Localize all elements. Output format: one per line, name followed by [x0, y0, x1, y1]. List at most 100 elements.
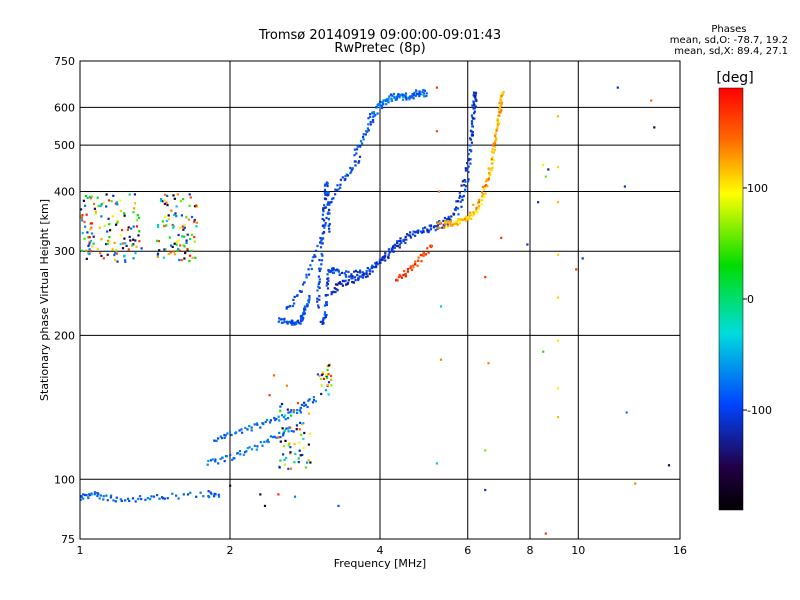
data-point	[467, 153, 470, 156]
data-point	[161, 200, 164, 203]
data-point	[99, 252, 102, 255]
data-point	[337, 269, 340, 272]
data-point	[353, 270, 356, 273]
data-point	[189, 237, 192, 241]
data-point	[485, 184, 488, 187]
data-point	[137, 216, 141, 219]
data-point	[354, 279, 357, 282]
data-point	[256, 423, 259, 426]
data-point	[318, 375, 321, 378]
data-point	[303, 305, 307, 308]
data-point	[126, 497, 130, 500]
data-point	[499, 104, 502, 107]
data-point	[286, 322, 289, 325]
x-tick-label: 1	[77, 544, 84, 557]
data-point	[193, 218, 196, 222]
data-point	[272, 374, 276, 377]
data-point	[128, 193, 131, 196]
data-point	[401, 93, 404, 96]
data-point	[340, 271, 344, 274]
data-point	[476, 211, 479, 214]
data-point	[178, 249, 181, 252]
data-point	[238, 450, 242, 453]
data-point	[84, 225, 87, 228]
data-point	[194, 256, 197, 259]
data-point	[464, 169, 467, 172]
data-point	[124, 260, 127, 263]
data-point	[89, 197, 92, 200]
data-point	[467, 180, 470, 183]
data-point	[289, 411, 292, 414]
data-point	[289, 467, 293, 470]
data-point	[332, 291, 335, 294]
data-point	[392, 92, 395, 95]
data-point	[131, 497, 135, 500]
data-point	[449, 222, 452, 225]
data-point	[81, 219, 84, 222]
data-point	[398, 246, 401, 249]
data-point	[326, 203, 329, 206]
data-point	[119, 498, 122, 501]
data-point	[379, 106, 382, 109]
data-point	[93, 207, 96, 210]
data-point	[483, 196, 486, 199]
data-point	[469, 137, 472, 140]
data-point	[326, 368, 329, 371]
data-point	[556, 296, 560, 299]
data-point	[301, 423, 304, 426]
data-point	[411, 93, 414, 96]
data-point	[318, 295, 321, 298]
data-point	[387, 248, 391, 251]
phase-statistics: Phases mean, sd,O: -78.7, 19.2 mean, sd,…	[670, 24, 788, 57]
plot-frame	[79, 60, 681, 540]
data-point	[471, 213, 474, 216]
data-point	[349, 166, 352, 170]
data-point	[335, 268, 338, 271]
data-point	[351, 168, 354, 171]
data-point	[223, 433, 226, 437]
data-point	[195, 204, 198, 207]
data-point	[105, 243, 108, 246]
data-point	[490, 150, 493, 153]
data-point	[332, 267, 335, 270]
data-point	[366, 266, 369, 270]
data-point	[193, 236, 196, 239]
data-point	[176, 249, 179, 252]
data-point	[80, 495, 83, 498]
data-point	[186, 493, 190, 496]
data-point	[244, 426, 247, 429]
data-point	[156, 494, 159, 497]
data-point	[296, 294, 299, 297]
data-point	[478, 207, 481, 210]
data-point	[88, 241, 91, 244]
data-point	[369, 123, 372, 126]
data-point	[422, 227, 425, 230]
data-point	[322, 377, 326, 380]
data-point	[414, 230, 417, 234]
data-point	[253, 444, 256, 447]
data-point	[303, 401, 306, 404]
data-point	[404, 96, 407, 99]
data-point	[308, 294, 311, 298]
data-point	[420, 230, 423, 233]
data-point	[320, 259, 324, 262]
y-tick-label: 500	[54, 139, 75, 152]
data-point	[158, 497, 161, 500]
data-point	[375, 106, 378, 109]
data-point	[209, 459, 213, 462]
data-point	[207, 459, 210, 462]
data-point	[115, 249, 118, 252]
data-point	[410, 268, 414, 271]
data-point	[423, 89, 427, 92]
data-point	[473, 110, 476, 113]
data-point	[302, 446, 305, 450]
data-point	[181, 225, 184, 228]
data-point	[412, 266, 415, 269]
data-point	[494, 140, 497, 143]
data-point	[282, 416, 285, 419]
data-point	[473, 104, 476, 107]
data-point	[304, 466, 307, 469]
data-point	[498, 101, 501, 105]
data-point	[214, 458, 217, 461]
data-point	[398, 273, 401, 277]
